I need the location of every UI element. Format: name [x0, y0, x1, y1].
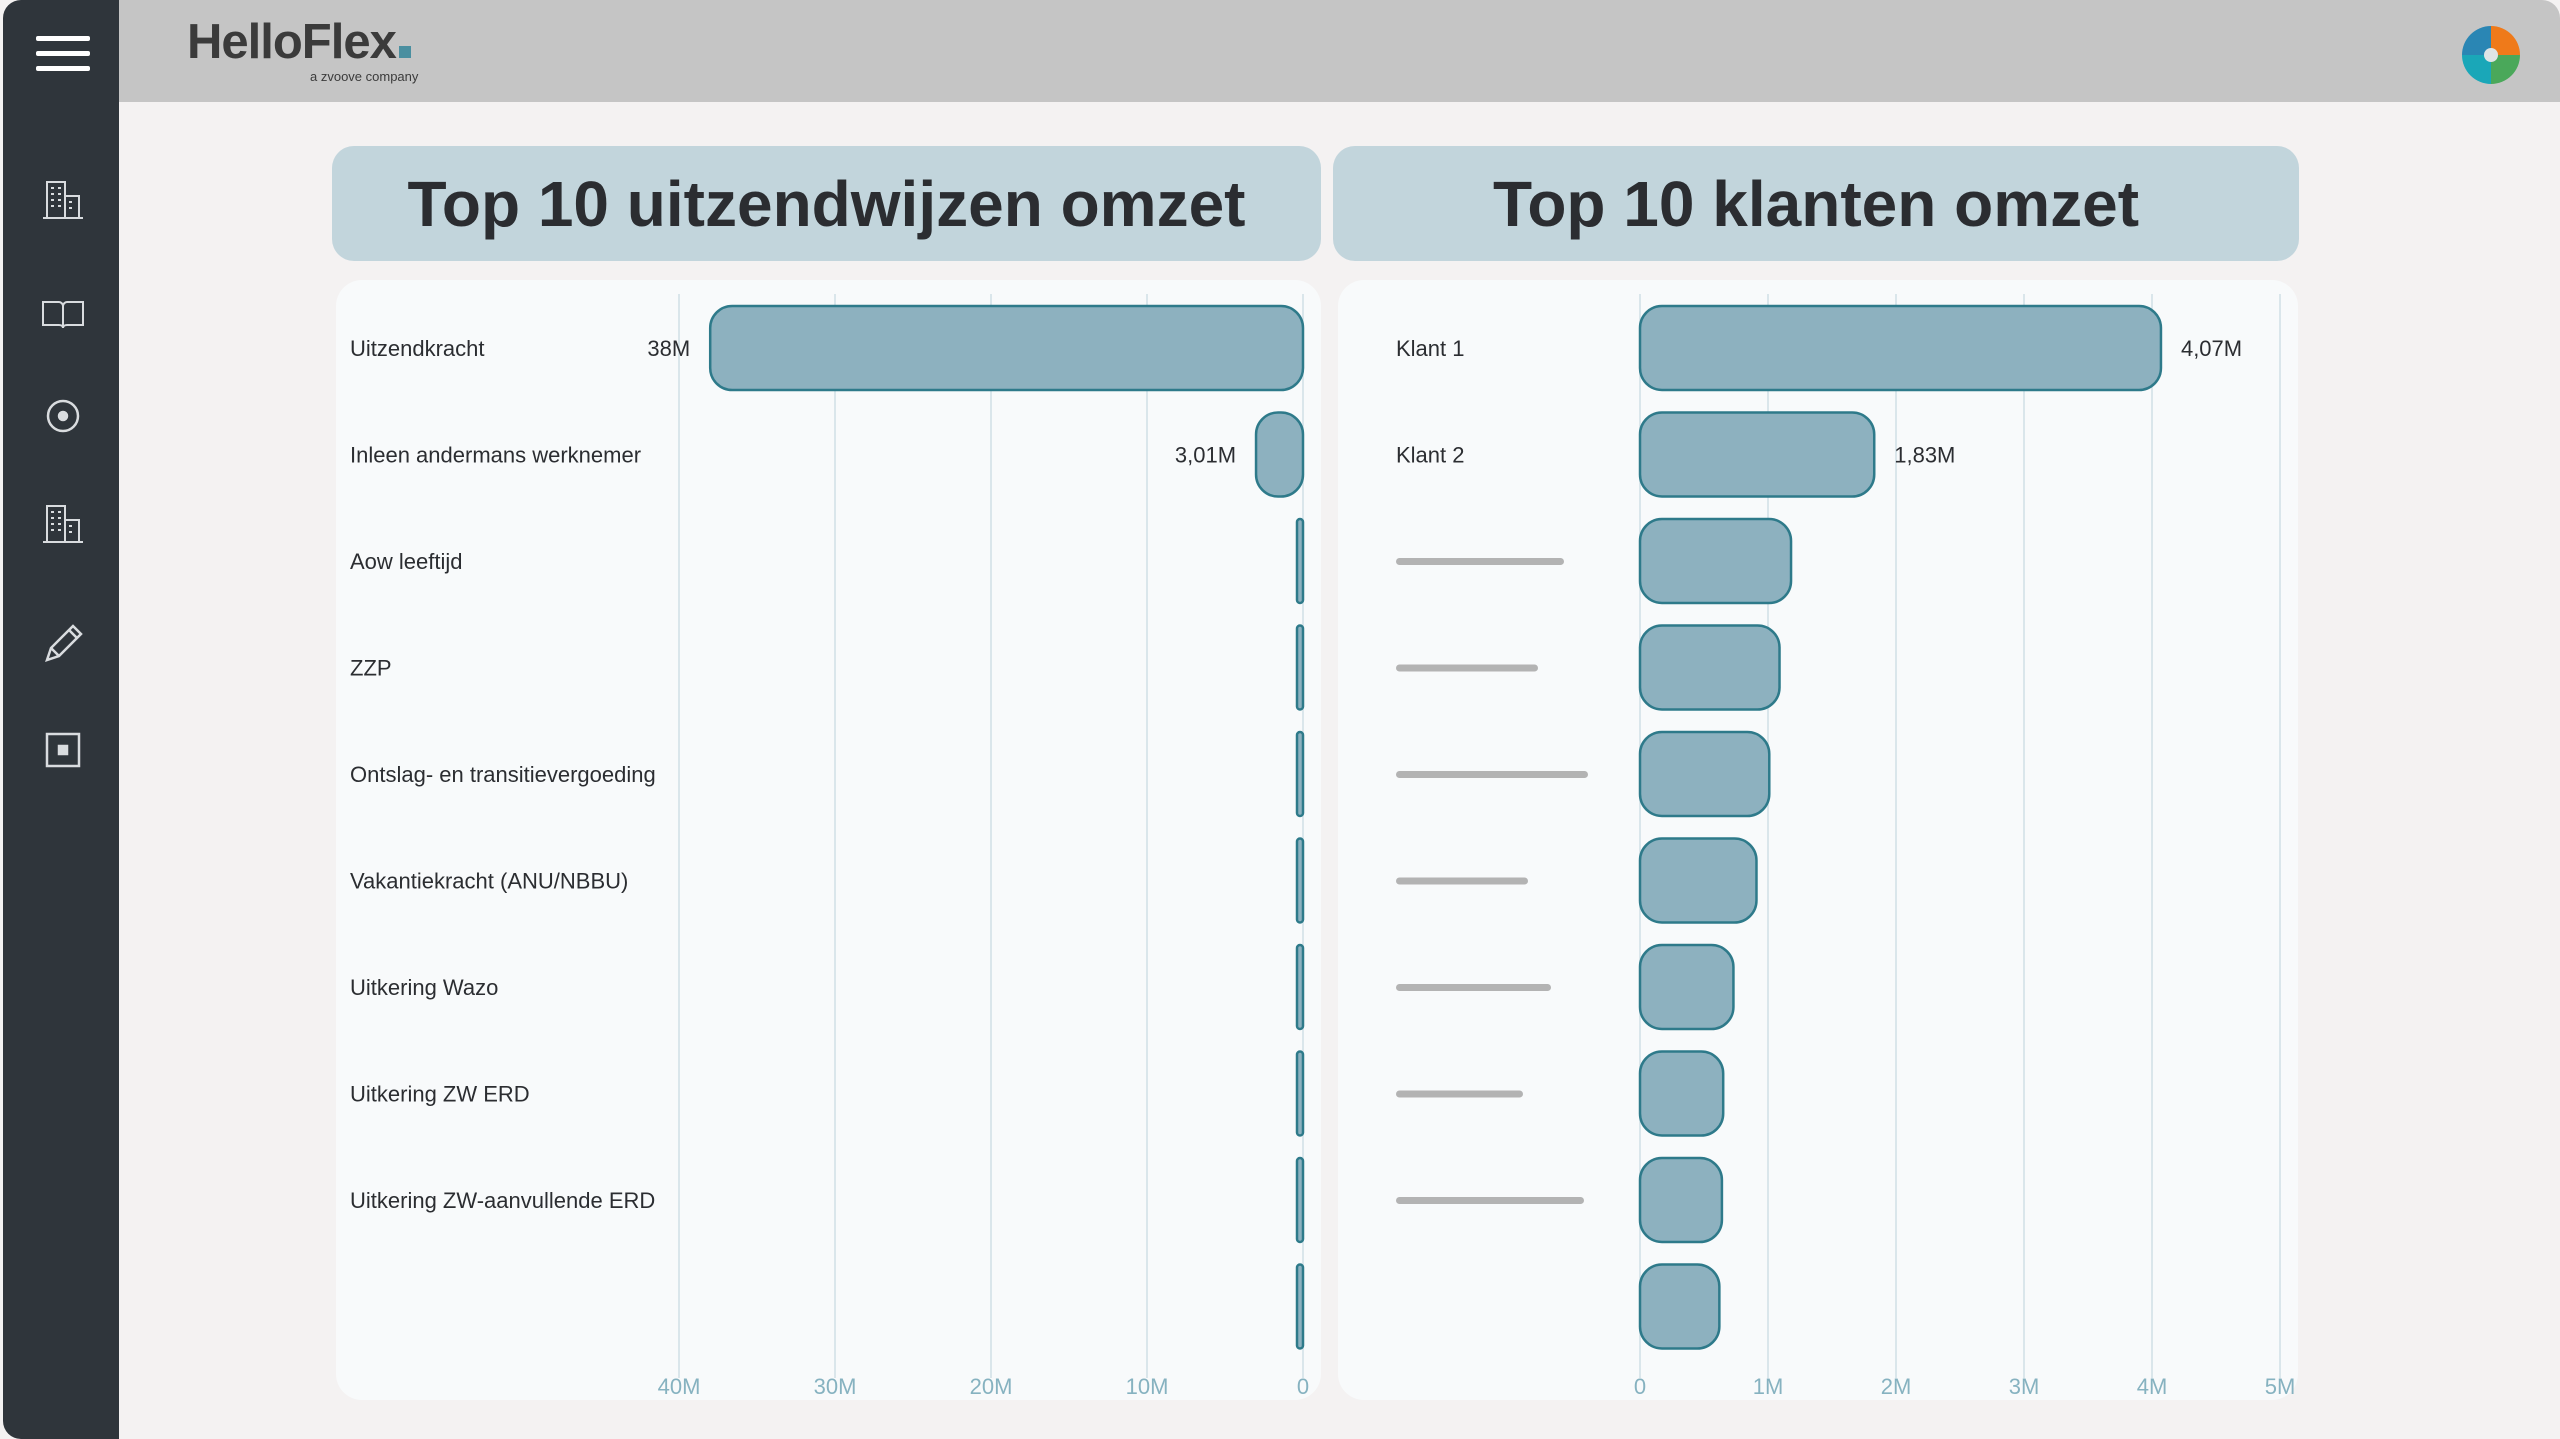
- bar: [1295, 730, 1305, 818]
- category-label: Uitzendkracht: [350, 336, 485, 361]
- x-tick-label: 30M: [814, 1374, 857, 1399]
- bar: [1295, 517, 1305, 605]
- category-label: Ontslag- en transitievergoeding: [350, 762, 656, 787]
- square-icon[interactable]: [39, 726, 87, 774]
- chart-card-uitzendwijzen: 40M 30M 20M 10M 0 38M Uitzendkracht 3,01M Inleen…: [336, 280, 1321, 1400]
- brand-logo[interactable]: HelloFlex a zvoove company: [187, 14, 418, 84]
- x-tick-label: 1M: [1753, 1374, 1784, 1399]
- bar: [1638, 1156, 1724, 1244]
- x-tick-label: 4M: [2137, 1374, 2168, 1399]
- building-icon[interactable]: [39, 176, 87, 224]
- data-label: 1,83M: [1894, 443, 1955, 468]
- category-label: Vakantiekracht (ANU/NBBU): [350, 869, 628, 894]
- category-label: Aow leeftijd: [350, 549, 463, 574]
- x-tick-label: 10M: [1126, 1374, 1169, 1399]
- brand-tagline: a zvoove company: [310, 69, 419, 84]
- x-tick-label: 40M: [658, 1374, 701, 1399]
- sidebar: [3, 0, 119, 1439]
- bar: [1638, 1050, 1725, 1137]
- bar: [1295, 837, 1305, 924]
- bar: [1254, 411, 1305, 498]
- data-label: 4,07M: [2181, 336, 2242, 361]
- redacted-label: [1396, 984, 1551, 991]
- chart-card-klanten: 0 1M 2M 3M 4M 5M 4,07M Klant 1 1,83M Klant 2: [1338, 280, 2298, 1400]
- redacted-label: [1396, 664, 1538, 672]
- bar: [1638, 837, 1758, 924]
- chart-title-klanten: Top 10 klanten omzet: [1333, 146, 2299, 261]
- x-tick-label: 3M: [2009, 1374, 2040, 1399]
- x-tick-label: 20M: [970, 1374, 1013, 1399]
- bar: [1638, 624, 1781, 711]
- bar: [1638, 411, 1876, 498]
- data-label: 38M: [647, 336, 690, 361]
- bar: [1295, 943, 1305, 1031]
- top-bar: HelloFlex a zvoove company: [119, 0, 2560, 102]
- category-label: Uitkering Wazo: [350, 975, 498, 1000]
- redacted-label: [1396, 558, 1564, 565]
- bar: [1638, 943, 1735, 1031]
- category-label: Uitkering ZW-aanvullende ERD: [350, 1188, 655, 1213]
- x-tick-label: 0: [1634, 1374, 1646, 1399]
- uitzendwijzen-bar-chart: 40M 30M 20M 10M 0 38M Uitzendkracht 3,01M Inleen…: [350, 294, 1309, 1399]
- book-icon[interactable]: [39, 290, 87, 338]
- brand-name: HelloFlex: [187, 15, 397, 69]
- category-label: ZZP: [350, 656, 392, 681]
- category-label: Klant 2: [1396, 443, 1465, 468]
- bar: [1638, 1263, 1721, 1350]
- category-label: Inleen andermans werknemer: [350, 443, 641, 468]
- bar: [1638, 304, 2163, 392]
- x-tick-label: 0: [1297, 1374, 1309, 1399]
- x-tick-label: 5M: [2265, 1374, 2296, 1399]
- pie-chart-icon[interactable]: [2460, 24, 2522, 86]
- logo-dot: [398, 46, 411, 58]
- chart-title-uitzendwijzen: Top 10 uitzendwijzen omzet: [332, 146, 1321, 261]
- building-icon[interactable]: [39, 500, 87, 548]
- klanten-bar-chart: 0 1M 2M 3M 4M 5M 4,07M Klant 1 1,83M Klant 2: [1396, 294, 2296, 1399]
- target-icon[interactable]: [39, 392, 87, 440]
- redacted-label: [1396, 771, 1588, 778]
- bar: [708, 304, 1305, 392]
- bar: [1638, 730, 1771, 818]
- bar: [1295, 624, 1305, 711]
- bar: [1638, 517, 1793, 605]
- data-label: 3,01M: [1175, 443, 1236, 468]
- bar: [1295, 1263, 1305, 1350]
- x-tick-label: 2M: [1881, 1374, 1912, 1399]
- pencil-icon[interactable]: [39, 620, 87, 668]
- category-label: Klant 1: [1396, 336, 1465, 361]
- redacted-label: [1396, 1197, 1584, 1204]
- bar: [1295, 1156, 1305, 1244]
- category-label: Uitkering ZW ERD: [350, 1082, 530, 1107]
- bar: [1295, 1050, 1305, 1137]
- redacted-label: [1396, 1090, 1523, 1098]
- hamburger-icon[interactable]: [36, 36, 90, 76]
- redacted-label: [1396, 877, 1528, 885]
